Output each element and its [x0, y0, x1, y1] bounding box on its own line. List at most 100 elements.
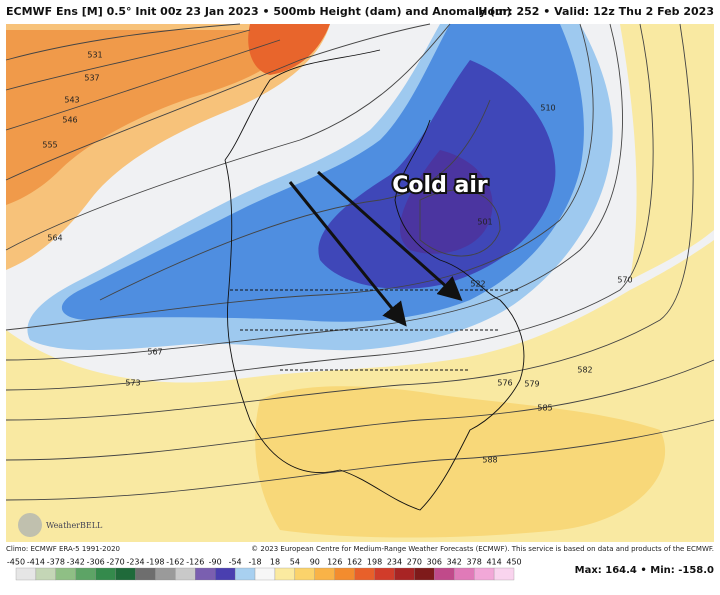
colorbar-label: 414: [486, 558, 501, 567]
arrow: [288, 181, 407, 327]
colorbar-swatch: [175, 567, 196, 581]
contour-label: 555: [42, 141, 57, 150]
contour-line: [5, 23, 594, 331]
colorbar-swatch: [394, 567, 415, 581]
contour-label: 579: [524, 380, 539, 389]
header-title: ECMWF Ens [M] 0.5° Init 00z 23 Jan 2023 …: [6, 5, 511, 18]
colorbar-label: -54: [229, 558, 242, 567]
colorbar-swatch: [474, 567, 495, 581]
cold-anomaly-peak: [400, 150, 493, 254]
contour-label: 546: [62, 116, 77, 125]
colorbar-swatch: [493, 567, 515, 581]
contour-line: [5, 359, 715, 461]
colorbar-swatch: [115, 567, 136, 581]
contour-line: [5, 23, 623, 361]
contour-labels: 531 537 543 546 555 564 567 573 510 501 522 576 579 5…: [42, 51, 632, 465]
colorbar-label: 234: [387, 558, 402, 567]
colorbar-label: -162: [166, 558, 184, 567]
colorbar-label: 90: [310, 558, 320, 567]
colorbar-swatch: [374, 567, 395, 581]
colorbar-swatch: [354, 567, 375, 581]
contour-line: [419, 189, 501, 257]
copyright: © 2023 European Centre for Medium-Range …: [251, 545, 714, 553]
contour-label: 531: [87, 51, 102, 60]
colorbar-label: -414: [27, 558, 45, 567]
contour-line: [5, 419, 715, 501]
contour-label: 543: [64, 96, 79, 105]
stats: Max: 164.4 • Min: -158.0: [575, 565, 714, 576]
colorbar-swatch: [274, 567, 296, 581]
colorbar: -450 -414 -378 -342 -306 -270 -234 -198 -162 -126…: [7, 558, 522, 581]
contour-label: 576: [497, 379, 512, 388]
colorbar-label: -198: [146, 558, 164, 567]
colorbar-label: 162: [347, 558, 362, 567]
contour-label: 585: [537, 404, 552, 413]
colorbar-swatch: [15, 567, 37, 581]
colorbar-label: -342: [67, 558, 85, 567]
contour-label: 564: [47, 234, 62, 243]
contour-label: 582: [577, 366, 592, 375]
contour-line: [99, 99, 491, 301]
contour-label: 588: [482, 456, 497, 465]
contour-line: [5, 23, 654, 391]
contour-label: 510: [540, 104, 555, 113]
colorbar-label: 198: [367, 558, 382, 567]
map: Cold air 5315375435465555645675735105015…: [5, 23, 715, 542]
colorbar-swatch: [294, 567, 315, 581]
coastline: [224, 119, 525, 511]
colorbar-label: -126: [186, 558, 204, 567]
colorbar-label: 450: [506, 558, 521, 567]
colorbar-swatch: [314, 567, 335, 581]
colorbar-swatch: [195, 567, 216, 581]
coastlines: [224, 49, 525, 511]
colorbar-swatch: [234, 567, 256, 581]
colorbar-label: -270: [107, 558, 125, 567]
warm-anomaly-core: [248, 24, 330, 75]
colorbar-swatch: [414, 567, 435, 581]
logo-mark: [18, 513, 42, 537]
colorbar-label: 342: [447, 558, 462, 567]
colorbar-label: -234: [126, 558, 144, 567]
contour-line: [5, 23, 451, 251]
contours: [5, 23, 715, 501]
colorbar-label: -378: [47, 558, 65, 567]
colorbar-swatch: [454, 567, 475, 581]
header-valid: Hour: 252 • Valid: 12z Thu 2 Feb 2023: [478, 5, 714, 18]
coastline: [224, 49, 381, 161]
arrow: [317, 170, 463, 301]
colorbar-label: 18: [270, 558, 280, 567]
contour-label: 537: [84, 74, 99, 83]
warm-anomaly-gulf: [255, 386, 666, 538]
colorbar-swatch: [135, 567, 156, 581]
colorbar-swatch: [35, 567, 56, 581]
colorbar-swatch: [334, 567, 355, 581]
colorbar-label: -18: [249, 558, 262, 567]
contour-label: 573: [125, 379, 140, 388]
contour-line: [5, 39, 281, 131]
colorbar-swatch: [254, 567, 276, 581]
colorbar-swatch: [434, 567, 455, 581]
colorbar-label: 306: [427, 558, 442, 567]
colorbar-label: 378: [467, 558, 482, 567]
colorbar-swatch: [155, 567, 176, 581]
colorbar-swatch: [95, 567, 116, 581]
colorbar-label: -450: [7, 558, 25, 567]
colorbar-swatch: [215, 567, 236, 581]
contour-label: 522: [470, 280, 485, 289]
logo: WeatherBELL: [46, 521, 103, 530]
annotation: Cold air: [392, 173, 488, 198]
contour-label: 567: [147, 348, 162, 357]
warm-anomaly-east: [620, 24, 714, 280]
colorbar-label: -90: [209, 558, 222, 567]
contour-label: 501: [477, 218, 492, 227]
contour-line: [5, 23, 431, 181]
climo-note: Climo: ECMWF ERA-5 1991-2020: [6, 545, 120, 553]
contour-line: [5, 23, 694, 421]
border-line: [230, 289, 520, 371]
colorbar-label: 126: [327, 558, 342, 567]
colorbar-label: 270: [407, 558, 422, 567]
colorbar-label: -306: [87, 558, 105, 567]
colorbar-swatch: [55, 567, 76, 581]
